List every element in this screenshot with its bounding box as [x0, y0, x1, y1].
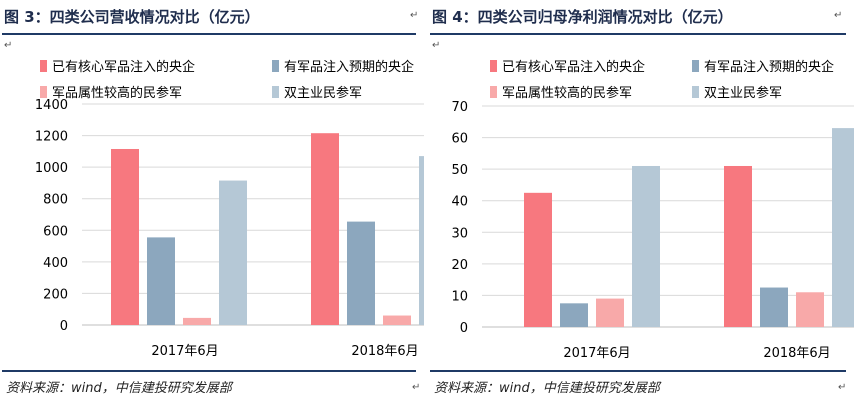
y-tick-label: 1200	[35, 130, 68, 145]
bar-1-2	[311, 133, 339, 325]
bar-chart-net-profit: 0 10 20 30 40 50 60 70 2017年6月 2018年6月	[451, 100, 854, 361]
legend-item: 已有核心军品注入的央企	[490, 56, 645, 75]
y-tick-label: 800	[43, 193, 68, 208]
legend-item: 已有核心军品注入的央企	[40, 56, 195, 75]
legend-swatch	[40, 60, 47, 72]
bar-4-1	[632, 165, 660, 327]
y-tick-label: 40	[451, 195, 468, 210]
source-divider	[430, 370, 846, 372]
chart-panel-net-profit: 图 4：四类公司归母净利润情况对比（亿元） ↵ ↵ 已有核心军品注入的央企 有军…	[428, 0, 854, 404]
y-tick-label: 600	[43, 224, 68, 239]
bar-2-1	[147, 237, 175, 325]
x-category-label: 2018年6月	[763, 346, 830, 361]
chart-title: 图 4：四类公司归母净利润情况对比（亿元）	[432, 8, 733, 26]
paragraph-mark-icon: ↵	[4, 40, 13, 51]
legend-item: 双主业民参军	[692, 82, 782, 101]
bar-4-1	[219, 180, 247, 325]
y-tick-label: 0	[460, 321, 468, 336]
chart-title: 图 3：四类公司营收情况对比（亿元）	[4, 8, 260, 26]
x-category-label: 2018年6月	[351, 344, 418, 359]
y-tick-label: 1000	[35, 161, 68, 176]
bar-3-1	[596, 298, 624, 327]
y-tick-label: 200	[43, 287, 68, 302]
source-divider	[2, 370, 416, 372]
legend-item: 有军品注入预期的央企	[272, 56, 414, 75]
legend-item: 军品属性较高的民参军	[40, 82, 182, 101]
bar-1-2	[724, 165, 752, 327]
legend-swatch	[490, 86, 497, 98]
title-divider	[2, 33, 416, 35]
legend-label: 已有核心军品注入的央企	[52, 60, 196, 75]
legend-swatch	[272, 86, 279, 98]
y-tick-label: 50	[451, 163, 468, 178]
legend-label: 军品属性较高的民参军	[52, 86, 183, 101]
legend-swatch	[40, 86, 47, 98]
bar-4-2	[832, 128, 854, 327]
bar-2-1	[560, 303, 588, 327]
y-tick-label: 30	[451, 226, 468, 241]
legend-item: 双主业民参军	[272, 82, 362, 101]
source-note: 资料来源：wind，中信建投研究发展部	[6, 381, 232, 396]
chart-legend: 已有核心军品注入的央企 有军品注入预期的央企 军品属性较高的民参军 双主业民参军	[428, 52, 854, 108]
legend-label: 有军品注入预期的央企	[704, 60, 835, 75]
paragraph-mark-icon: ↵	[410, 10, 419, 21]
paragraph-mark-icon: ↵	[834, 10, 843, 21]
bar-3-2	[383, 315, 411, 325]
bar-2-2	[760, 287, 788, 327]
title-divider	[430, 33, 846, 35]
y-tick-label: 20	[451, 258, 468, 273]
chart-panel-revenue: 图 3：四类公司营收情况对比（亿元） ↵ ↵ 已有核心军品注入的央企 有军品注入…	[0, 0, 424, 404]
legend-label: 双主业民参军	[704, 86, 783, 101]
y-tick-label: 10	[451, 289, 468, 304]
bar-4-2	[419, 156, 424, 325]
legend-label: 军品属性较高的民参军	[502, 86, 633, 101]
bar-2-2	[347, 221, 375, 325]
legend-label: 已有核心军品注入的央企	[502, 60, 646, 75]
paragraph-mark-icon: ↵	[412, 382, 421, 393]
y-tick-label: 70	[451, 100, 468, 115]
bar-1-1	[524, 192, 552, 327]
chart-legend: 已有核心军品注入的央企 有军品注入预期的央企 军品属性较高的民参军 双主业民参军	[0, 52, 424, 108]
source-note: 资料来源：wind，中信建投研究发展部	[434, 381, 660, 396]
bar-chart-revenue: 0 200 400 600 800 1000 1200 1400 2017年6月 2018年6月	[35, 98, 424, 359]
legend-item: 有军品注入预期的央企	[692, 56, 834, 75]
legend-item: 军品属性较高的民参军	[490, 82, 632, 101]
legend-label: 有军品注入预期的央企	[284, 60, 415, 75]
x-category-label: 2017年6月	[563, 346, 630, 361]
legend-label: 双主业民参军	[284, 86, 363, 101]
paragraph-mark-icon: ↵	[838, 382, 847, 393]
x-category-label: 2017年6月	[151, 344, 218, 359]
legend-swatch	[490, 60, 497, 72]
bar-1-1	[111, 148, 139, 325]
legend-swatch	[692, 60, 699, 72]
paragraph-mark-icon: ↵	[432, 40, 441, 51]
y-tick-label: 1400	[35, 98, 68, 113]
bar-3-1	[183, 317, 211, 325]
y-tick-label: 400	[43, 256, 68, 271]
y-tick-label: 60	[451, 132, 468, 147]
legend-swatch	[692, 86, 699, 98]
y-tick-label: 0	[60, 319, 68, 334]
legend-swatch	[272, 60, 279, 72]
bar-3-2	[796, 292, 824, 327]
